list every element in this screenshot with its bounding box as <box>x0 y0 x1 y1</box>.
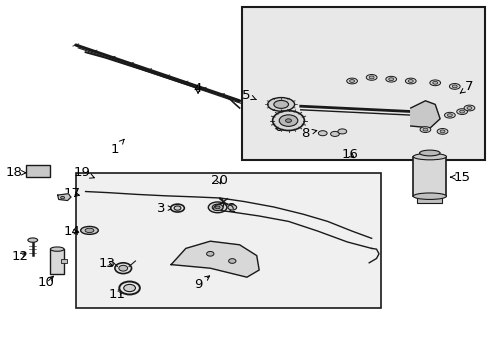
Text: 6: 6 <box>274 121 283 134</box>
Polygon shape <box>58 194 71 201</box>
Ellipse shape <box>285 119 291 122</box>
Polygon shape <box>171 241 259 277</box>
Ellipse shape <box>170 204 184 212</box>
Text: 5: 5 <box>242 89 256 102</box>
Text: 7: 7 <box>459 80 473 93</box>
Text: 13: 13 <box>98 257 115 270</box>
Ellipse shape <box>123 284 135 292</box>
Text: 3: 3 <box>157 202 172 215</box>
Ellipse shape <box>366 75 376 80</box>
Ellipse shape <box>227 204 236 210</box>
Ellipse shape <box>388 78 393 81</box>
Ellipse shape <box>81 226 98 234</box>
Ellipse shape <box>444 112 454 118</box>
Polygon shape <box>410 101 439 128</box>
Ellipse shape <box>119 282 140 294</box>
Ellipse shape <box>405 78 415 84</box>
Ellipse shape <box>368 76 373 79</box>
Ellipse shape <box>349 80 354 82</box>
Ellipse shape <box>412 153 446 160</box>
Ellipse shape <box>273 100 288 108</box>
Ellipse shape <box>412 193 446 199</box>
Ellipse shape <box>451 85 456 88</box>
Text: 8: 8 <box>301 127 316 140</box>
Ellipse shape <box>346 78 357 84</box>
Ellipse shape <box>208 202 226 213</box>
Ellipse shape <box>422 128 427 131</box>
Ellipse shape <box>228 258 235 264</box>
Text: 12: 12 <box>12 250 29 263</box>
Text: 11: 11 <box>109 288 125 301</box>
Ellipse shape <box>279 115 297 126</box>
Ellipse shape <box>466 107 471 109</box>
Ellipse shape <box>419 127 430 132</box>
Text: 15: 15 <box>450 171 469 184</box>
Ellipse shape <box>432 81 437 84</box>
Ellipse shape <box>174 206 181 210</box>
Ellipse shape <box>85 228 94 233</box>
Bar <box>412 157 446 196</box>
Bar <box>50 249 64 274</box>
Ellipse shape <box>439 130 444 133</box>
Ellipse shape <box>448 84 459 89</box>
Text: 19: 19 <box>74 166 94 179</box>
Text: 16: 16 <box>341 148 357 161</box>
Text: 1: 1 <box>110 139 124 156</box>
Ellipse shape <box>115 263 131 274</box>
Text: 4: 4 <box>193 82 202 95</box>
Ellipse shape <box>330 131 339 136</box>
Ellipse shape <box>456 109 467 114</box>
Ellipse shape <box>212 204 223 211</box>
Ellipse shape <box>28 238 38 242</box>
Text: 20: 20 <box>210 174 227 187</box>
Ellipse shape <box>385 76 396 82</box>
Bar <box>242 7 484 160</box>
Ellipse shape <box>215 206 220 209</box>
Bar <box>416 194 441 203</box>
Ellipse shape <box>419 150 439 156</box>
Text: 18: 18 <box>5 166 26 179</box>
Text: 9: 9 <box>193 276 209 291</box>
Bar <box>26 165 50 177</box>
Text: 2: 2 <box>222 202 236 215</box>
Text: 14: 14 <box>64 225 81 238</box>
Ellipse shape <box>429 80 440 86</box>
Text: 10: 10 <box>38 276 55 289</box>
Ellipse shape <box>337 129 346 134</box>
Ellipse shape <box>407 80 412 82</box>
Ellipse shape <box>50 247 64 251</box>
Ellipse shape <box>463 105 474 111</box>
Bar <box>76 173 381 308</box>
Ellipse shape <box>436 129 447 134</box>
Ellipse shape <box>61 197 64 199</box>
Ellipse shape <box>267 98 294 111</box>
Bar <box>61 259 67 263</box>
Ellipse shape <box>119 265 127 271</box>
Ellipse shape <box>447 114 451 117</box>
Ellipse shape <box>459 110 464 113</box>
Ellipse shape <box>318 131 326 136</box>
Ellipse shape <box>206 251 214 256</box>
Text: 17: 17 <box>64 187 81 200</box>
Ellipse shape <box>272 111 304 130</box>
